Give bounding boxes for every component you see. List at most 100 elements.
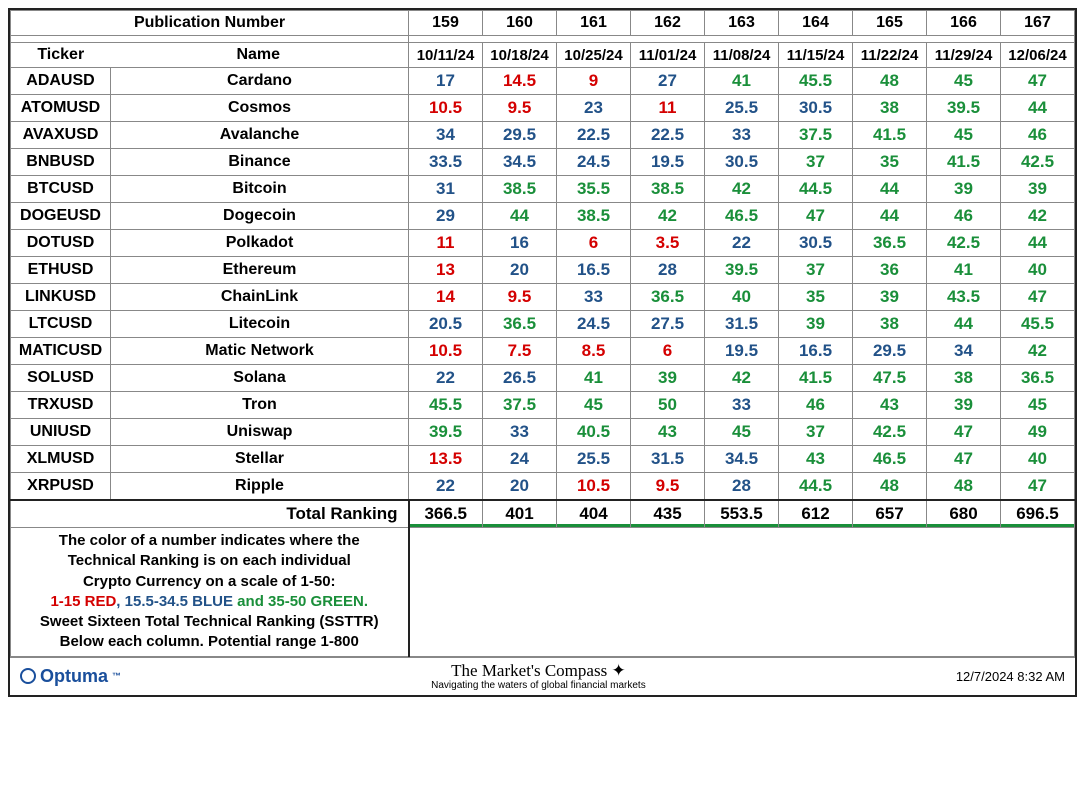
value-cell: 46	[1001, 122, 1075, 149]
ticker-cell: TRXUSD	[11, 392, 111, 419]
value-cell: 42	[705, 365, 779, 392]
table-body: ADAUSDCardano1714.59274145.5484547ATOMUS…	[11, 68, 1075, 501]
value-cell: 47	[1001, 473, 1075, 501]
ticker-cell: XRPUSD	[11, 473, 111, 501]
value-cell: 31	[409, 176, 483, 203]
value-cell: 8.5	[557, 338, 631, 365]
value-cell: 36.5	[853, 230, 927, 257]
value-cell: 29.5	[483, 122, 557, 149]
table-row: DOGEUSDDogecoin294438.54246.547444642	[11, 203, 1075, 230]
date-header-cell: 11/22/24	[853, 43, 927, 68]
table-row: AVAXUSDAvalanche3429.522.522.53337.541.5…	[11, 122, 1075, 149]
value-cell: 47	[779, 203, 853, 230]
value-cell: 29	[409, 203, 483, 230]
value-cell: 25.5	[705, 95, 779, 122]
value-cell: 13.5	[409, 446, 483, 473]
value-cell: 44	[1001, 95, 1075, 122]
value-cell: 28	[705, 473, 779, 501]
value-cell: 44	[853, 176, 927, 203]
total-cell: 366.5	[409, 500, 483, 528]
total-row: Total Ranking 366.5401404435553.56126576…	[11, 500, 1075, 528]
total-cell: 553.5	[705, 500, 779, 528]
compass-icon: ✦	[611, 661, 625, 680]
value-cell: 20.5	[409, 311, 483, 338]
value-cell: 9.5	[483, 284, 557, 311]
table-row: BTCUSDBitcoin3138.535.538.54244.5443939	[11, 176, 1075, 203]
table-row: SOLUSDSolana2226.541394241.547.53836.5	[11, 365, 1075, 392]
table-row: ATOMUSDCosmos10.59.5231125.530.53839.544	[11, 95, 1075, 122]
value-cell: 22.5	[631, 122, 705, 149]
ticker-cell: BNBUSD	[11, 149, 111, 176]
value-cell: 9.5	[631, 473, 705, 501]
value-cell: 41	[927, 257, 1001, 284]
pub-number-cell: 166	[927, 11, 1001, 36]
value-cell: 39	[927, 176, 1001, 203]
table-row: ADAUSDCardano1714.59274145.5484547	[11, 68, 1075, 95]
value-cell: 26.5	[483, 365, 557, 392]
value-cell: 45	[557, 392, 631, 419]
table-row: DOTUSDPolkadot111663.52230.536.542.544	[11, 230, 1075, 257]
value-cell: 44	[483, 203, 557, 230]
value-cell: 14.5	[483, 68, 557, 95]
footer: Optuma ™ The Market's Compass ✦ Navigati…	[10, 657, 1075, 696]
value-cell: 28	[631, 257, 705, 284]
ticker-cell: BTCUSD	[11, 176, 111, 203]
ticker-cell: ATOMUSD	[11, 95, 111, 122]
name-cell: Ripple	[111, 473, 409, 501]
pub-number-cell: 160	[483, 11, 557, 36]
value-cell: 16	[483, 230, 557, 257]
value-cell: 10.5	[557, 473, 631, 501]
column-header-row: Ticker Name 10/11/2410/18/2410/25/2411/0…	[11, 43, 1075, 68]
value-cell: 22.5	[557, 122, 631, 149]
value-cell: 44.5	[779, 176, 853, 203]
value-cell: 39	[853, 284, 927, 311]
value-cell: 42.5	[927, 230, 1001, 257]
value-cell: 33	[557, 284, 631, 311]
date-header-cell: 11/08/24	[705, 43, 779, 68]
value-cell: 47	[927, 419, 1001, 446]
value-cell: 48	[853, 473, 927, 501]
value-cell: 45.5	[779, 68, 853, 95]
value-cell: 42.5	[1001, 149, 1075, 176]
value-cell: 34.5	[483, 149, 557, 176]
value-cell: 48	[853, 68, 927, 95]
date-header-cell: 12/06/24	[1001, 43, 1075, 68]
value-cell: 49	[1001, 419, 1075, 446]
footer-timestamp: 12/7/2024 8:32 AM	[956, 669, 1065, 684]
value-cell: 30.5	[779, 230, 853, 257]
value-cell: 19.5	[631, 149, 705, 176]
value-cell: 36	[853, 257, 927, 284]
value-cell: 46.5	[705, 203, 779, 230]
value-cell: 23	[557, 95, 631, 122]
value-cell: 35	[779, 284, 853, 311]
value-cell: 29.5	[853, 338, 927, 365]
brand-icon	[20, 668, 36, 684]
value-cell: 17	[409, 68, 483, 95]
value-cell: 41.5	[853, 122, 927, 149]
value-cell: 20	[483, 257, 557, 284]
pub-number-cell: 159	[409, 11, 483, 36]
value-cell: 20	[483, 473, 557, 501]
table-row: XLMUSDStellar13.52425.531.534.54346.5474…	[11, 446, 1075, 473]
table-row: XRPUSDRipple222010.59.52844.5484847	[11, 473, 1075, 501]
value-cell: 46.5	[853, 446, 927, 473]
name-cell: Ethereum	[111, 257, 409, 284]
value-cell: 10.5	[409, 95, 483, 122]
value-cell: 45	[927, 68, 1001, 95]
table-row: LTCUSDLitecoin20.536.524.527.531.5393844…	[11, 311, 1075, 338]
ticker-cell: LTCUSD	[11, 311, 111, 338]
name-cell: ChainLink	[111, 284, 409, 311]
ticker-cell: ADAUSD	[11, 68, 111, 95]
ticker-cell: SOLUSD	[11, 365, 111, 392]
brand-logo: Optuma ™	[20, 666, 121, 687]
value-cell: 27.5	[631, 311, 705, 338]
legend-empty	[409, 528, 1075, 657]
total-cell: 657	[853, 500, 927, 528]
value-cell: 10.5	[409, 338, 483, 365]
value-cell: 16.5	[779, 338, 853, 365]
value-cell: 46	[927, 203, 1001, 230]
value-cell: 45	[927, 122, 1001, 149]
pub-number-cell: 167	[1001, 11, 1075, 36]
value-cell: 39.5	[705, 257, 779, 284]
value-cell: 22	[409, 473, 483, 501]
